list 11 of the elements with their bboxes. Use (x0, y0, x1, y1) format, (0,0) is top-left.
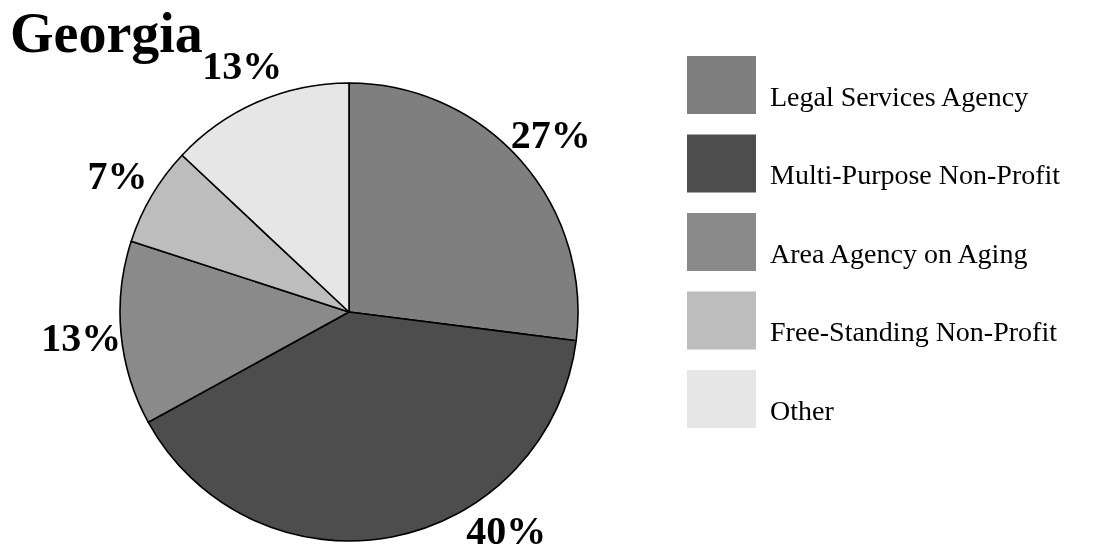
legend-label: Free-Standing Non-Profit (770, 316, 1058, 347)
legend-label: Area Agency on Aging (770, 237, 1028, 269)
data-label: 40% (466, 507, 547, 551)
data-label: 27% (510, 111, 591, 157)
chart-title: Georgia (10, 2, 203, 64)
legend-label: Multi-Purpose Non-Profit (770, 159, 1061, 190)
legend-label: Legal Services Agency (770, 80, 1029, 112)
data-label: 7% (87, 152, 148, 198)
legend-label: Other (770, 394, 835, 426)
data-label: 13% (41, 314, 122, 360)
data-label: 13% (202, 42, 283, 88)
